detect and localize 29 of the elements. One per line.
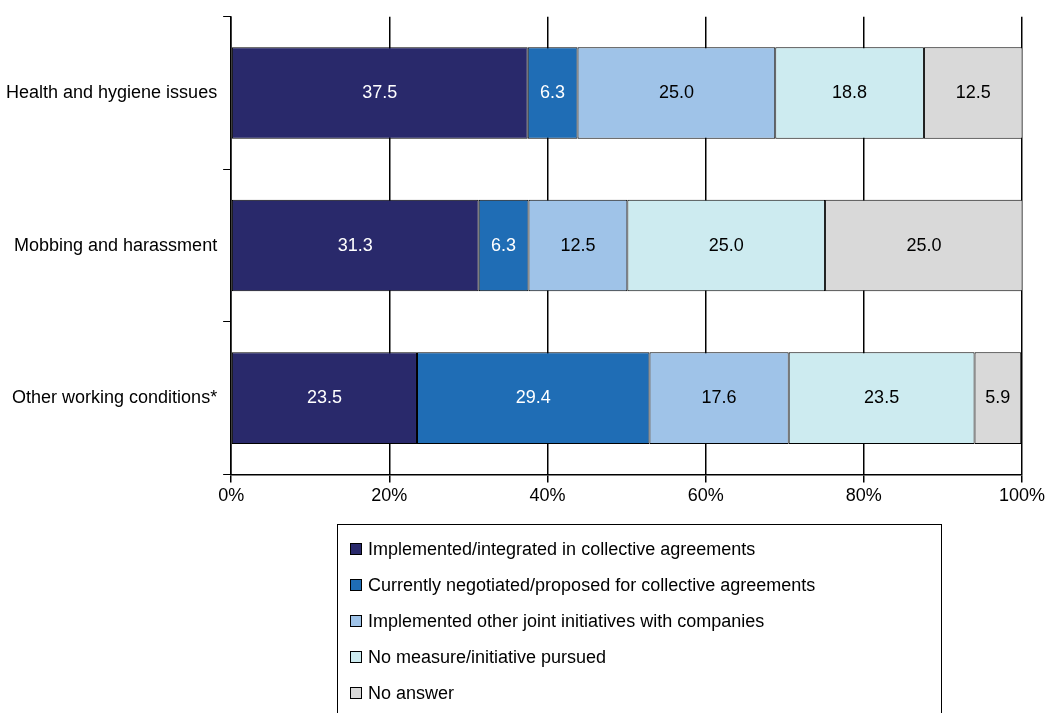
data-label: 23.5 bbox=[864, 387, 900, 408]
data-label: 25.0 bbox=[708, 234, 744, 255]
legend-label: No measure/initiative pursued bbox=[368, 646, 607, 668]
data-label: 6.3 bbox=[540, 82, 566, 103]
y-tick-label: Mobbing and harassment bbox=[14, 234, 218, 255]
data-label: 29.4 bbox=[515, 387, 551, 408]
data-label: 5.9 bbox=[985, 387, 1011, 408]
legend-label: Implemented other joint initiatives with companies bbox=[368, 610, 765, 632]
data-label: 25.0 bbox=[658, 82, 694, 103]
x-tick-label: 60% bbox=[687, 485, 724, 506]
x-tick-label: 0% bbox=[218, 485, 245, 506]
legend-label: Implemented/integrated in collective agreements bbox=[368, 538, 756, 560]
data-label: 25.0 bbox=[906, 234, 942, 255]
data-label: 6.3 bbox=[491, 234, 517, 255]
y-tick-label: Health and hygiene issues bbox=[6, 82, 218, 103]
x-tick-label: 100% bbox=[998, 485, 1046, 506]
legend-label: No answer bbox=[368, 682, 455, 704]
data-label: 12.5 bbox=[560, 234, 596, 255]
data-label: 18.8 bbox=[832, 82, 868, 103]
data-label: 17.6 bbox=[701, 387, 737, 408]
data-label: 12.5 bbox=[955, 82, 991, 103]
x-tick-label: 20% bbox=[371, 485, 408, 506]
legend-label: Currently negotiated/proposed for collective agreements bbox=[368, 574, 816, 596]
y-tick-label: Other working conditions* bbox=[12, 387, 218, 408]
x-tick-label: 40% bbox=[529, 485, 566, 506]
data-label: 31.3 bbox=[337, 234, 373, 255]
x-tick-label: 80% bbox=[845, 485, 882, 506]
data-label: 23.5 bbox=[306, 387, 342, 408]
data-label: 37.5 bbox=[362, 82, 398, 103]
